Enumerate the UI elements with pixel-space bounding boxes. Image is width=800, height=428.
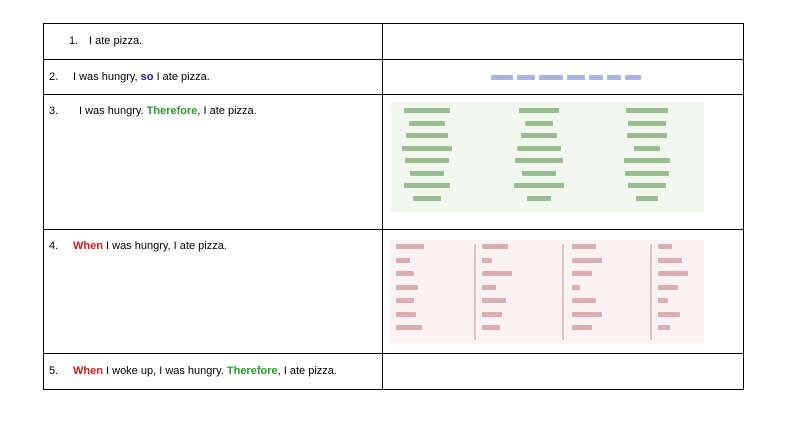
blurred-text-bar xyxy=(482,284,496,290)
blurred-column-separator xyxy=(474,244,476,340)
blurred-example-line xyxy=(491,73,641,82)
blurred-text-bar xyxy=(525,120,553,126)
row-number: 5. xyxy=(49,365,59,377)
table-row: 5. When I woke up, I was hungry. Therefor… xyxy=(43,353,744,390)
blurred-text-bar xyxy=(658,284,678,290)
blurred-text-bar xyxy=(658,244,672,249)
sentence-cell: 3. I was hungry. Therefore, I ate pizza. xyxy=(43,94,383,230)
blurred-text-bar xyxy=(572,271,592,276)
sentence-cell: 2. I was hungry, so I ate pizza. xyxy=(43,59,383,95)
blurred-text-bar xyxy=(626,108,668,113)
blurred-text-bar xyxy=(396,311,416,317)
blurred-column-separator xyxy=(650,244,652,340)
blurred-text-bar xyxy=(482,257,492,263)
keyword-therefore: Therefore xyxy=(146,105,198,117)
row-number: 4. xyxy=(49,240,59,252)
sentence-part: I was hungry, xyxy=(73,71,141,83)
blurred-text-bar xyxy=(405,158,449,163)
row-number: 1. xyxy=(69,35,79,47)
example-cell xyxy=(382,94,744,230)
example-cell-empty xyxy=(382,23,744,60)
keyword-so: so xyxy=(140,71,154,83)
blurred-text-bar xyxy=(628,183,666,188)
blurred-text-bar xyxy=(482,311,502,317)
sentence-part: I ate pizza. xyxy=(153,71,210,83)
row-number: 2. xyxy=(49,71,59,83)
blurred-text-bar xyxy=(517,145,561,151)
blurred-text-bar xyxy=(522,170,556,176)
sentence-part: I ate pizza. xyxy=(89,35,143,47)
blurred-text-bar xyxy=(404,183,450,188)
table-row: 2. I was hungry, so I ate pizza. xyxy=(43,59,744,95)
sentence-1: 1. I ate pizza. xyxy=(44,24,382,48)
sentence-part: I was hungry. xyxy=(79,105,147,117)
sentence-2: 2. I was hungry, so I ate pizza. xyxy=(44,60,382,84)
blurred-text-bar xyxy=(572,325,592,330)
blurred-text-bar xyxy=(482,325,500,330)
blurred-text-bar xyxy=(572,311,602,317)
row-number: 3. xyxy=(49,105,59,117)
keyword-when: When xyxy=(73,365,103,377)
blurred-text-bar xyxy=(515,158,563,163)
blurred-text-bar xyxy=(396,284,418,290)
sentence-table: 1. I ate pizza. 2. I was hungry, so I ate … xyxy=(43,23,744,390)
blurred-text-bar xyxy=(572,284,580,290)
blurred-text-bar xyxy=(634,145,660,151)
blurred-column-separator xyxy=(562,244,564,340)
keyword-therefore: Therefore xyxy=(226,365,278,377)
blurred-text-bar xyxy=(572,298,596,303)
blurred-text-bar xyxy=(658,325,670,330)
blurred-text-bar xyxy=(658,257,682,263)
blurred-text-bar xyxy=(404,108,450,113)
sentence-3: 3. I was hungry. Therefore, I ate pizza. xyxy=(44,95,382,118)
sentence-part: , I ate pizza. xyxy=(277,365,337,377)
sentence-cell: 4. When I was hungry, I ate pizza. xyxy=(43,229,383,354)
blurred-text-bar xyxy=(519,108,559,113)
sentence-5: 5. When I woke up, I was hungry. Therefor… xyxy=(44,354,382,378)
sentence-4: 4. When I was hungry, I ate pizza. xyxy=(44,230,382,253)
table-row: 3. I was hungry. Therefore, I ate pizza. xyxy=(43,94,744,230)
blurred-text-bar xyxy=(396,257,410,263)
blurred-text-bar xyxy=(396,244,424,249)
sentence-cell: 5. When I woke up, I was hungry. Therefor… xyxy=(43,353,383,390)
example-cell xyxy=(382,59,744,95)
sentence-cell: 1. I ate pizza. xyxy=(43,23,383,60)
blurred-text-bar xyxy=(396,298,414,303)
blurred-example-table xyxy=(390,102,704,212)
blurred-text-bar xyxy=(572,244,596,249)
blurred-example-table xyxy=(390,240,704,343)
sentence-part: , I ate pizza. xyxy=(197,105,257,117)
blurred-text-bar xyxy=(482,298,506,303)
example-cell xyxy=(382,229,744,354)
blurred-text-bar xyxy=(658,298,668,303)
blurred-text-bar xyxy=(413,195,441,201)
blurred-text-bar xyxy=(628,120,666,126)
example-cell-empty xyxy=(382,353,744,390)
blurred-text-bar xyxy=(402,145,452,151)
blurred-text-bar xyxy=(624,158,670,163)
blurred-text-bar xyxy=(572,257,602,263)
blurred-text-bar xyxy=(514,183,564,188)
table-row: 4. When I was hungry, I ate pizza. xyxy=(43,229,744,354)
blurred-text-bar xyxy=(482,271,512,276)
blurred-text-bar xyxy=(625,170,669,176)
sentence-part: I was hungry, I ate pizza. xyxy=(102,240,227,252)
blurred-text-bar xyxy=(627,133,667,138)
blurred-text-bar xyxy=(636,195,658,201)
blurred-text-bar xyxy=(410,170,444,176)
blurred-text-bar xyxy=(658,271,688,276)
table-row: 1. I ate pizza. xyxy=(43,23,744,60)
keyword-when: When xyxy=(73,240,103,252)
blurred-text-bar xyxy=(482,244,508,249)
blurred-text-bar xyxy=(527,195,551,201)
blurred-text-bar xyxy=(396,271,414,276)
blurred-text-bar xyxy=(409,120,445,126)
blurred-text-bar xyxy=(521,133,557,138)
blurred-text-bar xyxy=(658,311,680,317)
blurred-text-bar xyxy=(406,133,448,138)
blurred-text-bar xyxy=(396,325,422,330)
sentence-part: I woke up, I was hungry. xyxy=(102,365,227,377)
